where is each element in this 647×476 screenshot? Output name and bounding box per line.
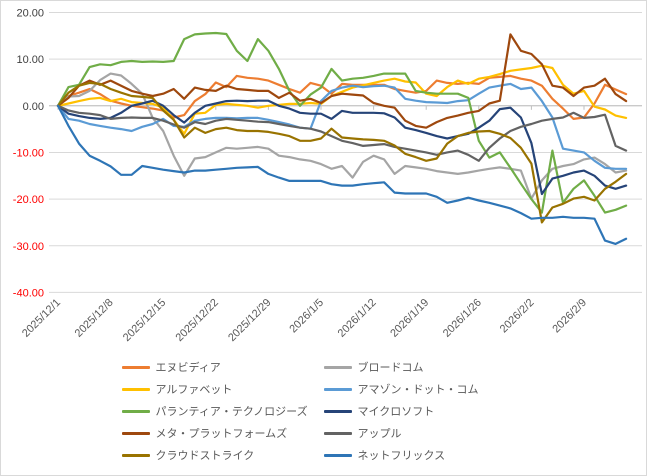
legend-swatch-line [121, 365, 150, 369]
legend-item-alphabet[interactable]: アルファベット [121, 378, 324, 400]
series-line-3[interactable] [56, 82, 628, 170]
legend-swatch-line [121, 453, 150, 457]
x-axis-tick-label: 2025/12/15 [121, 297, 168, 344]
legend-label: マイクロソフト [357, 406, 435, 418]
x-axis-tick-label: 2025/12/22 [174, 297, 221, 344]
legend-swatch-line [121, 387, 150, 391]
series-line-4[interactable] [56, 31, 628, 214]
series-line-2[interactable] [56, 64, 628, 135]
legend-label: エヌビディア [155, 362, 221, 374]
legend-swatch-line [121, 431, 150, 435]
legend-item-nvidia[interactable]: エヌビディア [121, 356, 324, 378]
y-axis-tick-label: -40.00 [13, 287, 44, 299]
legend-swatch-line [323, 365, 352, 369]
legend-item-palantir[interactable]: パランティア・テクノロジーズ [121, 400, 324, 422]
x-axis-tick-label: 2026/1/5 [287, 297, 326, 336]
series-line-7[interactable] [56, 104, 628, 162]
legend-swatch-line [323, 431, 352, 435]
legend-label: アップル [357, 428, 402, 440]
legend-label: ブロードコム [357, 362, 424, 374]
x-axis-tick-label: 2026/2/2 [498, 297, 537, 336]
legend-item-apple[interactable]: アップル [323, 422, 526, 444]
legend-label: ネットフリックス [357, 450, 446, 462]
y-axis-tick-label: 10.00 [16, 54, 44, 66]
legend-label: アルファベット [155, 384, 233, 396]
y-axis-tick-label: -30.00 [13, 241, 44, 253]
legend-item-meta[interactable]: メタ・プラットフォームズ [121, 422, 324, 444]
legend-label: パランティア・テクノロジーズ [155, 406, 308, 418]
x-axis-tick-label: 2025/12/1 [20, 297, 63, 340]
y-axis-tick-label: -20.00 [13, 194, 44, 206]
series-line-9[interactable] [56, 104, 628, 245]
x-axis-tick-label: 2026/1/12 [336, 297, 379, 340]
legend-item-amazon[interactable]: アマゾン・ドット・コム [323, 378, 526, 400]
legend-swatch-line [323, 409, 352, 413]
legend-item-crowdstrike[interactable]: クラウドストライク [121, 444, 324, 466]
chart-legend: エヌビディア ブロードコム アルファベット アマゾン・ドット・コム パランティア… [121, 356, 526, 466]
x-axis-tick-label: 2026/1/19 [388, 297, 431, 340]
series-line-0[interactable] [56, 74, 628, 121]
legend-label: アマゾン・ドット・コム [357, 384, 479, 396]
x-axis-tick-label: 2026/2/9 [550, 297, 589, 336]
legend-item-microsoft[interactable]: マイクロソフト [323, 400, 526, 422]
series-line-5[interactable] [56, 99, 628, 196]
legend-swatch-line [323, 453, 352, 457]
series-line-8[interactable] [56, 81, 628, 224]
y-axis-tick-label: 20.00 [16, 8, 44, 20]
legend-item-netflix[interactable]: ネットフリックス [323, 444, 526, 466]
series-line-6[interactable] [56, 33, 628, 129]
legend-swatch-line [323, 387, 352, 391]
x-axis-tick-label: 2025/12/8 [73, 297, 116, 340]
y-axis-tick-label: -10.00 [13, 147, 44, 159]
legend-item-broadcom[interactable]: ブロードコム [323, 356, 526, 378]
y-axis-tick-label: 0.00 [23, 101, 44, 113]
legend-label: メタ・プラットフォームズ [155, 428, 288, 440]
legend-swatch-line [121, 409, 150, 413]
x-axis-tick-label: 2025/12/29 [226, 297, 273, 344]
x-axis-tick-label: 2026/1/26 [441, 297, 484, 340]
plot-area: 20.0010.000.00-10.00-20.00-30.00-40.0020… [13, 8, 642, 344]
legend-label: クラウドストライク [155, 450, 255, 462]
